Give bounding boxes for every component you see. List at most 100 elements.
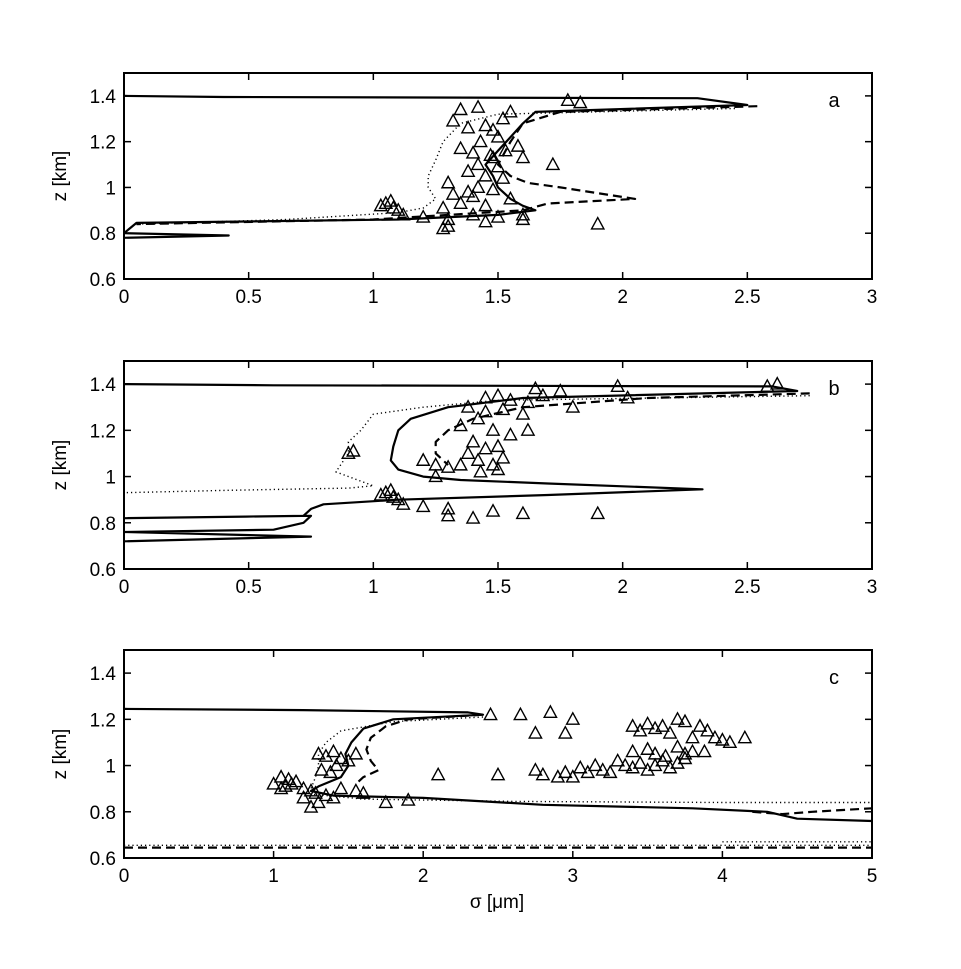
- data-point-triangle: [632, 722, 648, 737]
- plot-frame: [123, 72, 873, 280]
- x-tick-label: 1: [268, 866, 279, 887]
- data-point-triangle: [303, 799, 319, 813]
- data-point-triangle: [440, 500, 456, 515]
- x-tick-label: 0.5: [235, 577, 261, 598]
- data-point-triangle: [478, 403, 493, 418]
- data-point-triangle: [510, 138, 526, 152]
- data-point-triangle: [625, 718, 640, 732]
- data-point-triangle: [323, 764, 338, 779]
- y-tick-label: 1.2: [90, 710, 116, 731]
- data-point-triangle: [341, 445, 356, 460]
- data-point-triangle: [722, 734, 738, 749]
- data-point-triangle: [470, 99, 486, 113]
- data-point-triangle: [390, 202, 406, 216]
- data-point-triangle: [428, 468, 444, 483]
- data-point-triangle: [528, 725, 543, 739]
- data-point-triangle: [314, 762, 329, 776]
- plot-area: [124, 704, 872, 849]
- panel-label: a: [828, 90, 840, 112]
- data-point-triangle: [520, 422, 536, 436]
- data-point-triangle: [348, 746, 364, 760]
- data-point-triangle: [700, 722, 715, 737]
- y-tick-label: 0.6: [90, 560, 116, 581]
- data-point-triangle: [632, 755, 648, 769]
- y-tick-label: 1.4: [90, 87, 117, 108]
- panel-label: c: [829, 667, 839, 689]
- y-tick-label: 0.8: [90, 514, 116, 535]
- data-point-triangle: [495, 401, 511, 416]
- data-point-triangle: [515, 149, 531, 164]
- data-point-triangle: [483, 147, 498, 161]
- data-point-triangle: [560, 92, 576, 107]
- data-point-triangle: [395, 206, 411, 221]
- plot-frame: [123, 649, 873, 859]
- y-tick-label: 1.4: [90, 664, 117, 685]
- data-point-triangle: [670, 739, 685, 753]
- data-point-triangle: [662, 759, 678, 774]
- y-tick-label: 0.6: [90, 849, 116, 870]
- data-point-triangle: [515, 505, 531, 520]
- data-point-triangle: [610, 752, 626, 767]
- data-point-triangle: [478, 117, 493, 132]
- series-line-dashed: [355, 713, 484, 785]
- data-point-triangle: [483, 706, 498, 721]
- data-point-triangle: [550, 769, 566, 783]
- data-point-triangle: [440, 507, 456, 522]
- y-tick-label: 1.4: [90, 375, 117, 396]
- data-point-triangle: [715, 732, 730, 746]
- data-point-triangle: [326, 789, 341, 804]
- y-tick-label: 1: [105, 178, 116, 199]
- y-tick-label: 1: [105, 468, 116, 489]
- data-point-triangle: [373, 487, 389, 501]
- data-point-triangle: [346, 443, 361, 457]
- data-point-triangle: [485, 149, 501, 164]
- y-tick-label: 1.2: [90, 421, 116, 442]
- y-tick-label: 1.2: [90, 133, 116, 154]
- data-point-triangle: [685, 743, 700, 758]
- series-line-solid: [124, 94, 749, 239]
- data-point-triangle: [647, 757, 663, 772]
- data-point-triangle: [440, 211, 456, 226]
- data-point-triangle: [473, 133, 488, 148]
- data-point-triangle: [490, 387, 506, 402]
- data-point-triangle: [415, 498, 431, 513]
- data-point-triangle: [478, 390, 493, 404]
- x-tick-label: 1: [368, 577, 379, 598]
- data-point-triangle: [503, 392, 518, 406]
- data-point-triangle: [378, 794, 394, 809]
- data-point-triangle: [318, 748, 334, 762]
- data-point-triangle: [435, 200, 451, 214]
- data-point-triangle: [460, 184, 476, 198]
- data-point-triangle: [478, 440, 493, 455]
- x-tick-label: 4: [717, 866, 728, 887]
- data-point-triangle: [470, 179, 486, 194]
- data-point-triangle: [460, 445, 476, 460]
- series-line-solid: [124, 707, 872, 823]
- data-point-triangle: [470, 452, 486, 466]
- data-point-triangle: [545, 156, 561, 171]
- data-point-triangle: [610, 378, 626, 392]
- data-point-triangle: [415, 452, 431, 466]
- data-point-triangle: [528, 762, 543, 776]
- x-tick-label: 0: [119, 866, 130, 887]
- data-point-triangle: [513, 706, 528, 721]
- data-point-triangle: [490, 461, 506, 476]
- data-point-triangle: [453, 195, 468, 210]
- data-point-triangle: [485, 457, 501, 471]
- panel-a: 0 0.5 1 1.5 2 2.5 3 0.6 0.8 1 1.2 1.4 z [km] a: [50, 72, 877, 308]
- data-point-triangle: [625, 743, 640, 758]
- data-point-triangle: [490, 129, 506, 143]
- series-line-dashed: [752, 807, 872, 816]
- data-point-triangle: [515, 211, 531, 226]
- data-point-triangle: [498, 142, 513, 157]
- data-point-triangle: [453, 417, 468, 432]
- data-point-triangle: [445, 186, 461, 200]
- data-point-triangle: [495, 170, 511, 184]
- data-point-triangle: [490, 209, 506, 223]
- data-point-triangle: [737, 729, 753, 744]
- data-point-triangle: [273, 780, 289, 795]
- data-point-triangle: [373, 197, 389, 212]
- data-point-triangle: [677, 750, 693, 765]
- data-point-triangle: [503, 103, 518, 118]
- data-point-triangle: [640, 715, 655, 730]
